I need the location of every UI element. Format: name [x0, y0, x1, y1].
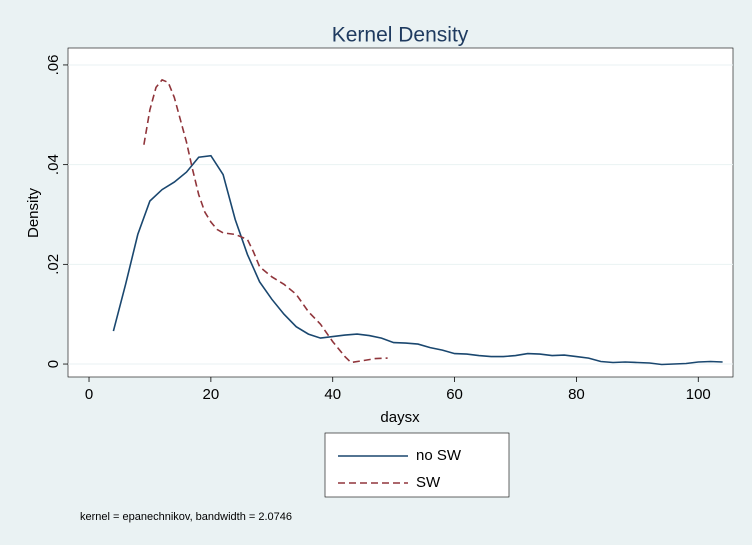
x-axis-title: daysx — [380, 409, 420, 426]
chart-title: Kernel Density — [332, 24, 469, 47]
y-tick-label: .02 — [45, 254, 62, 275]
x-tick-label: 40 — [324, 386, 341, 403]
y-tick-label: .04 — [45, 154, 62, 175]
x-tick-label: 80 — [568, 386, 585, 403]
note: kernel = epanechnikov, bandwidth = 2.074… — [80, 511, 292, 523]
x-tick-label: 100 — [686, 386, 711, 403]
y-tick-label: .06 — [45, 55, 62, 76]
x-tick-label: 60 — [446, 386, 463, 403]
legend-label: no SW — [416, 447, 462, 464]
y-axis-title: Density — [25, 187, 42, 238]
legend-box — [324, 432, 510, 498]
x-tick-label: 0 — [85, 386, 93, 403]
line — [112, 154, 723, 366]
y-tick-label: 0 — [45, 360, 62, 368]
plot-area — [67, 47, 734, 378]
x-tick-label: 20 — [203, 386, 220, 403]
legend-label: SW — [416, 474, 441, 491]
